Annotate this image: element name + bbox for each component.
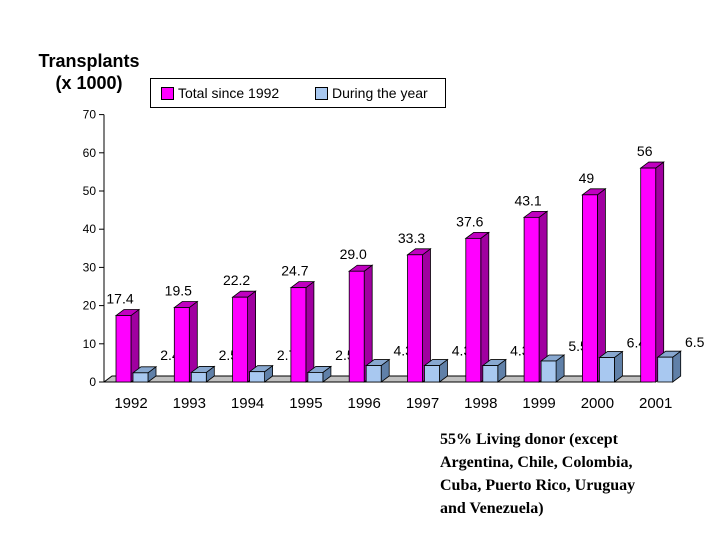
bar-total-1996 [348,270,365,383]
data-label-total-2001: 56 [637,143,653,159]
x-tick-label-1994: 1994 [231,395,264,412]
x-tick-label-2000: 2000 [581,395,614,412]
y-tick-label: 50 [83,184,97,198]
data-label-total-1994: 22.2 [223,272,250,288]
legend-swatch-year [315,86,328,100]
y-tick-label: 20 [83,299,97,313]
bar-year-1999 [540,360,557,383]
y-tick-label: 10 [83,337,97,351]
living-donor-note: 55% Living donor (except Argentina, Chil… [440,428,680,520]
x-tick-label-1992: 1992 [114,395,147,412]
bar-year-1998 [482,365,499,383]
bar-total-1999 [523,216,540,383]
data-label-year-2001: 6.5 [685,334,705,350]
note-line-3: Cuba, Puerto Rico, Uruguay [440,477,636,494]
data-label-total-1998: 37.6 [456,213,483,229]
bar-total-1992 [115,315,132,383]
legend-label-total: Total since 1992 [178,85,280,101]
data-label-total-1997: 33.3 [398,230,425,246]
y-tick-label: 40 [83,222,97,236]
y-tick-label: 60 [83,146,97,160]
legend-item-year: During the year [315,85,428,101]
data-label-total-1993: 19.5 [165,283,192,299]
legend-swatch-total [161,86,174,100]
data-label-total-1996: 29.0 [340,246,367,262]
x-tick-label-2001: 2001 [639,395,672,412]
y-tick-label: 30 [83,260,97,274]
legend-item-total: Total since 1992 [161,85,279,101]
bar-year-1992 [132,372,149,383]
data-label-total-1995: 24.7 [281,263,308,279]
note-line-2: Argentina, Chile, Colombia, [440,454,633,471]
bar-total-1994 [232,296,249,383]
y-axis-title-line-1: Transplants [38,51,140,71]
y-axis-title-line-2: (x 1000) [55,73,123,93]
x-tick-label-1996: 1996 [348,395,381,412]
bar-total-2000 [582,194,598,383]
bar-year-1995 [307,372,324,383]
bar-total-1997 [407,254,423,383]
bar-year-2000 [599,357,615,383]
bar-total-2001 [640,167,657,383]
y-tick-label: 70 [83,108,97,122]
bar-total-1995 [290,287,307,383]
bar-year-1994 [249,371,266,383]
bar-total-1998-side [480,231,490,383]
bar-year-1997 [424,365,440,383]
note-line-1: 55% Living donor (except [440,431,618,448]
data-label-total-2000: 49 [579,170,595,186]
bar-year-2001 [657,356,674,383]
bar-year-1993 [190,372,207,383]
x-tick-label-1995: 1995 [289,395,322,412]
x-tick-label-1999: 1999 [522,395,555,412]
bar-total-1998 [465,237,482,383]
bar-total-1993 [173,307,190,383]
x-tick-label-1998: 1998 [464,395,497,412]
note-line-4: and Venezuela) [440,500,544,517]
data-label-total-1999: 43.1 [514,192,541,208]
y-axis-title: Transplants (x 1000) [26,50,152,94]
data-label-total-1992: 17.4 [106,291,133,307]
x-tick-label-1993: 1993 [173,395,206,412]
legend: Total since 1992 During the year [150,78,446,108]
y-tick-label: 0 [89,375,96,389]
legend-label-year: During the year [332,85,428,101]
bar-total-1995-side [305,280,315,383]
bar-total-2001-side [655,161,665,383]
x-tick-label-1997: 1997 [406,395,439,412]
bar-year-1996 [365,365,382,383]
bar-total-2000-side [597,188,606,383]
bar-total-1999-side [538,210,548,383]
